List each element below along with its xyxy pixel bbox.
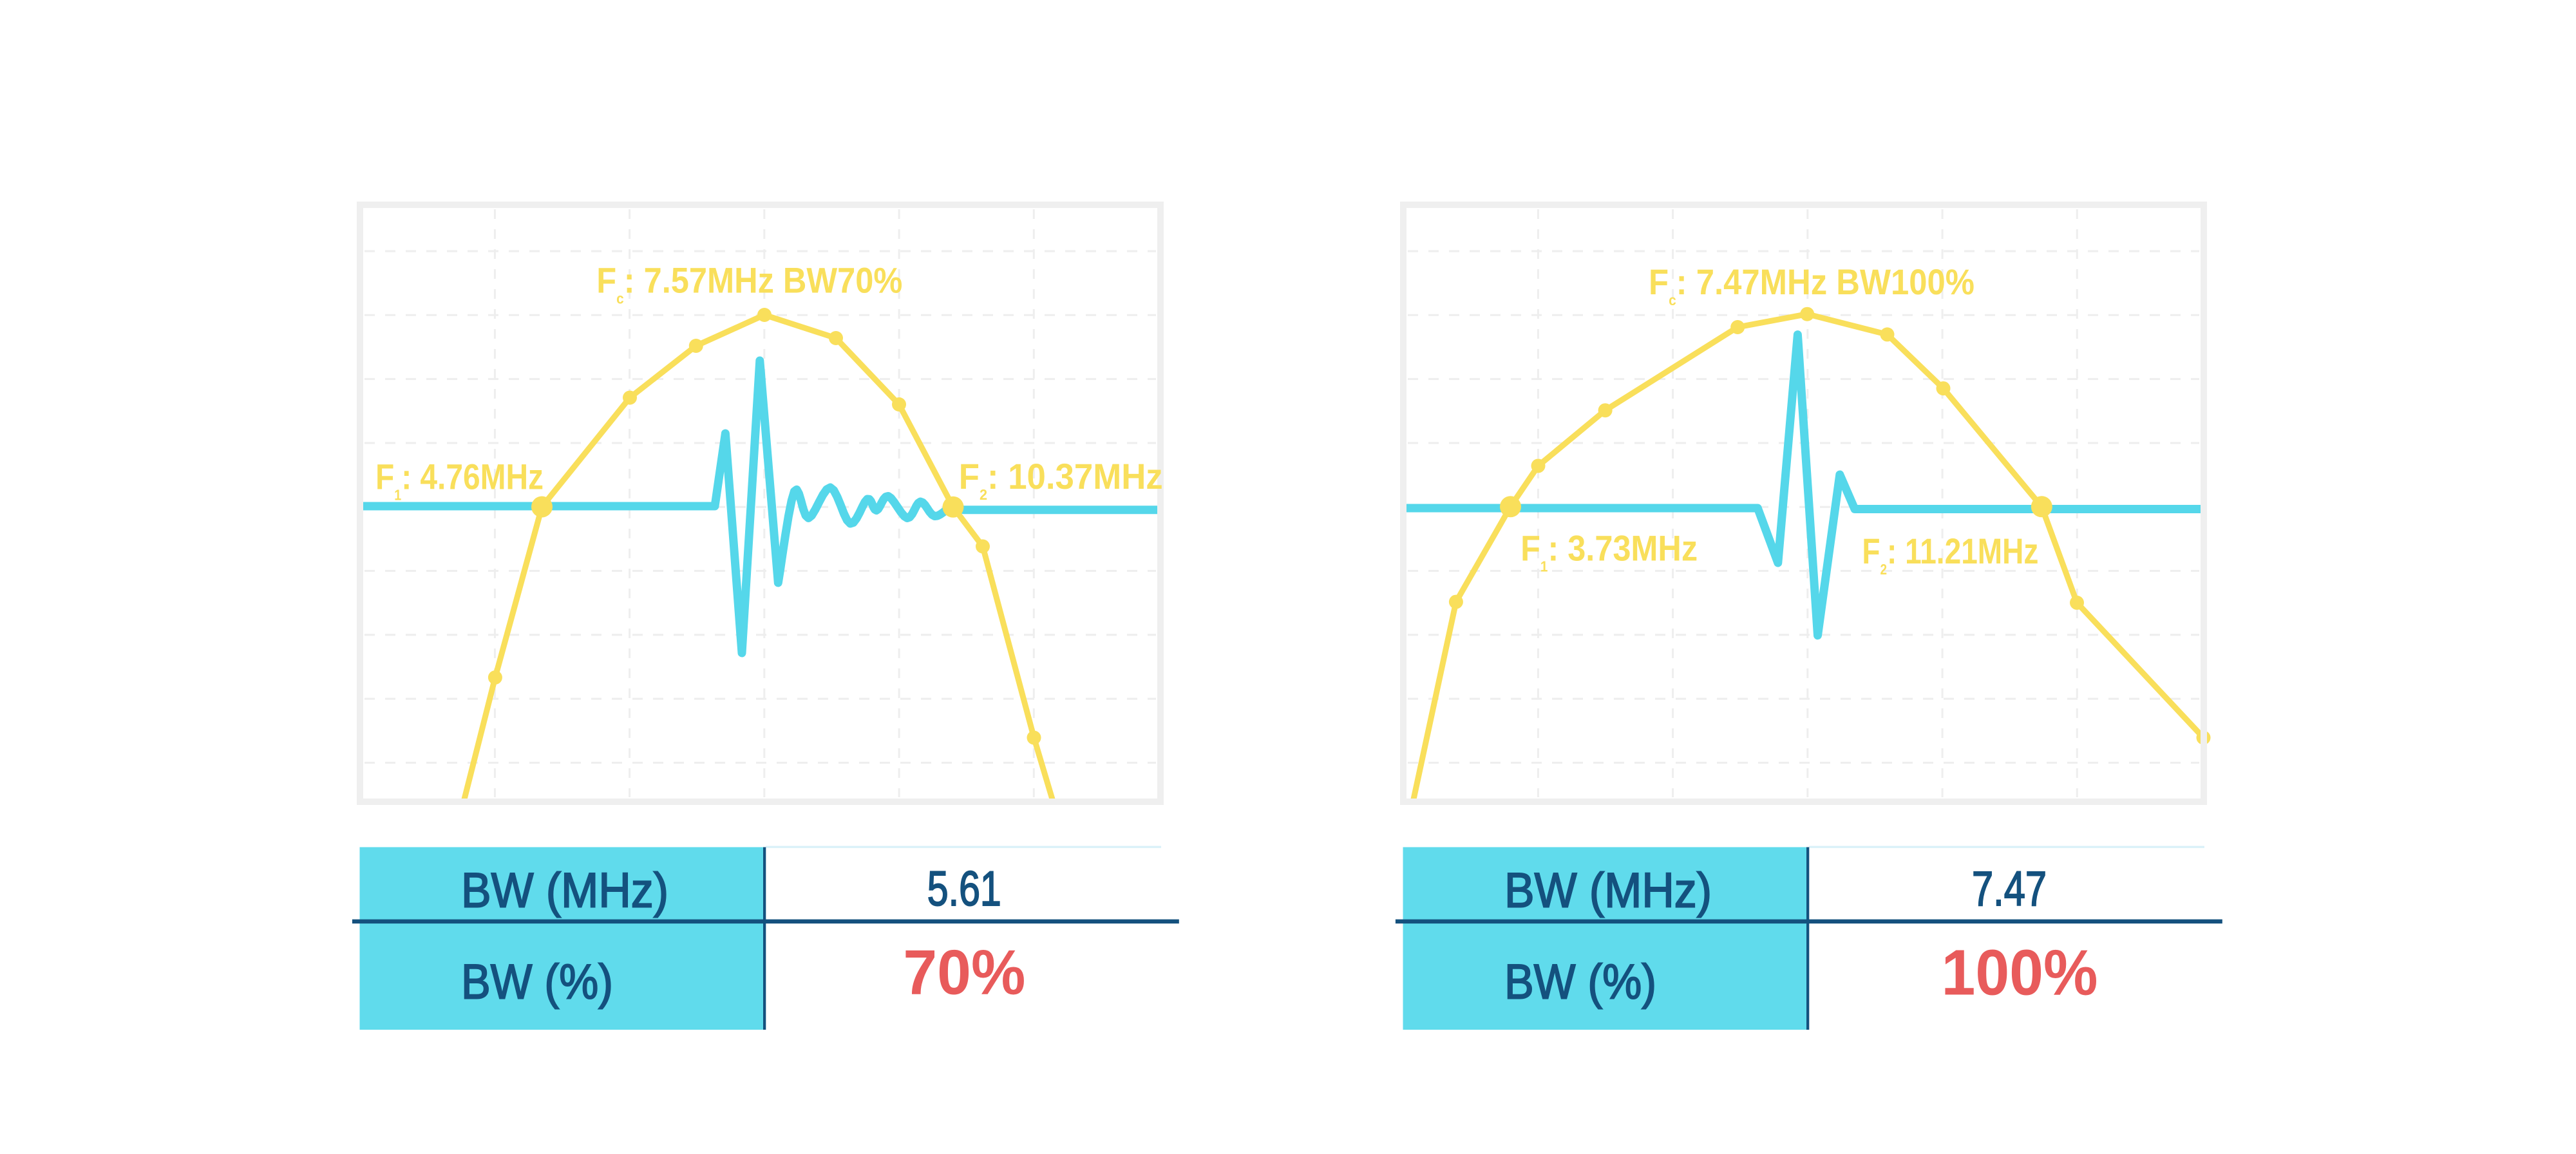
svg-text:Fc: 7.57MHz BW70%: Fc: 7.57MHz BW70% <box>596 260 902 307</box>
svg-text:BW (%): BW (%) <box>1504 954 1656 1009</box>
svg-text:7.47: 7.47 <box>1972 862 2047 916</box>
svg-text:F1: 4.76MHz: F1: 4.76MHz <box>375 456 544 503</box>
svg-text:BW (MHz): BW (MHz) <box>1504 863 1712 918</box>
svg-text:F1: 3.73MHz: F1: 3.73MHz <box>1520 528 1698 575</box>
svg-text:BW (%): BW (%) <box>461 954 613 1009</box>
svg-text:70%: 70% <box>903 937 1025 1008</box>
svg-text:100%: 100% <box>1942 937 2098 1009</box>
svg-text:F2: 11.21MHz: F2: 11.21MHz <box>1862 531 2038 578</box>
svg-text:Fc: 7.47MHz BW100%: Fc: 7.47MHz BW100% <box>1649 261 1975 308</box>
svg-text:BW (MHz): BW (MHz) <box>461 863 668 918</box>
svg-text:F2: 10.37MHz: F2: 10.37MHz <box>959 456 1163 503</box>
svg-text:5.61: 5.61 <box>927 862 1001 916</box>
